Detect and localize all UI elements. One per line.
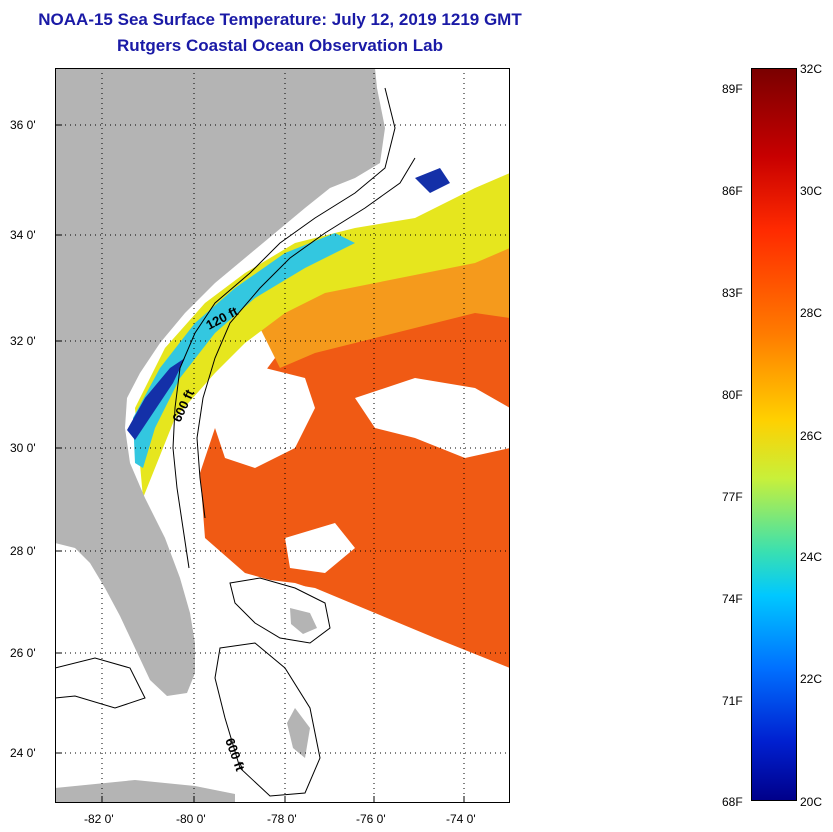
land-mainland <box>55 68 385 696</box>
lat-label-34: 34 0' <box>10 228 36 242</box>
colorbar-f-83: 83F <box>722 286 743 300</box>
lat-label-32: 32 0' <box>10 334 36 348</box>
sst-warm-region <box>200 263 510 668</box>
colorbar-f-80: 80F <box>722 388 743 402</box>
colorbar-f-71: 71F <box>722 694 743 708</box>
sst-cold-patch <box>415 168 450 193</box>
sst-yellow-band <box>135 173 510 498</box>
lat-label-28: 28 0' <box>10 544 36 558</box>
map-ticks <box>55 124 465 803</box>
map-title: NOAA-15 Sea Surface Temperature: July 12… <box>38 10 522 29</box>
colorbar-c-22: 22C <box>800 672 823 686</box>
sst-cold-streak <box>127 358 185 440</box>
colorbar-c-32: 32C <box>800 62 823 76</box>
colorbar-c-28: 28C <box>800 306 823 320</box>
cloud-patch <box>355 378 510 458</box>
isobath-contour <box>172 87 396 569</box>
colorbar-c-30: 30C <box>800 184 823 198</box>
lat-label-30: 30 0' <box>10 441 36 455</box>
lon-label-82: -82 0' <box>84 812 114 826</box>
lat-label-24: 24 0' <box>10 746 36 760</box>
lat-label-36: 36 0' <box>10 118 36 132</box>
colorbar-c-20: 20C <box>800 795 823 809</box>
colorbar-f-68: 68F <box>722 795 743 809</box>
isobath-contour <box>214 642 321 797</box>
cloud-patch <box>285 523 355 573</box>
isobath-contour <box>55 657 146 709</box>
colorbar-f-77: 77F <box>722 490 743 504</box>
land-island <box>287 708 310 758</box>
lon-label-74: -74 0' <box>446 812 476 826</box>
colorbar-c-24: 24C <box>800 550 823 564</box>
colorbar-f-86: 86F <box>722 184 743 198</box>
isobath-contour <box>196 157 416 519</box>
lon-label-76: -76 0' <box>356 812 386 826</box>
cloud-patch <box>205 368 315 468</box>
isobath-contour <box>229 577 331 644</box>
sst-map: 120 ft 600 ft 600 ft <box>55 68 510 803</box>
lon-label-80: -80 0' <box>176 812 206 826</box>
map-frame <box>55 68 510 803</box>
southern-ocean-clear <box>155 578 510 803</box>
colorbar-c-26: 26C <box>800 429 823 443</box>
colorbar-f-89: 89F <box>722 82 743 96</box>
map-grid <box>55 68 510 803</box>
lat-label-26: 26 0' <box>10 646 36 660</box>
lon-label-78: -78 0' <box>267 812 297 826</box>
sst-cool-band <box>133 233 355 468</box>
land-island <box>55 780 235 803</box>
map-subtitle: Rutgers Coastal Ocean Observation Lab <box>117 36 443 55</box>
temperature-colorbar <box>751 68 797 801</box>
land-island <box>290 608 317 634</box>
colorbar-f-74: 74F <box>722 592 743 606</box>
